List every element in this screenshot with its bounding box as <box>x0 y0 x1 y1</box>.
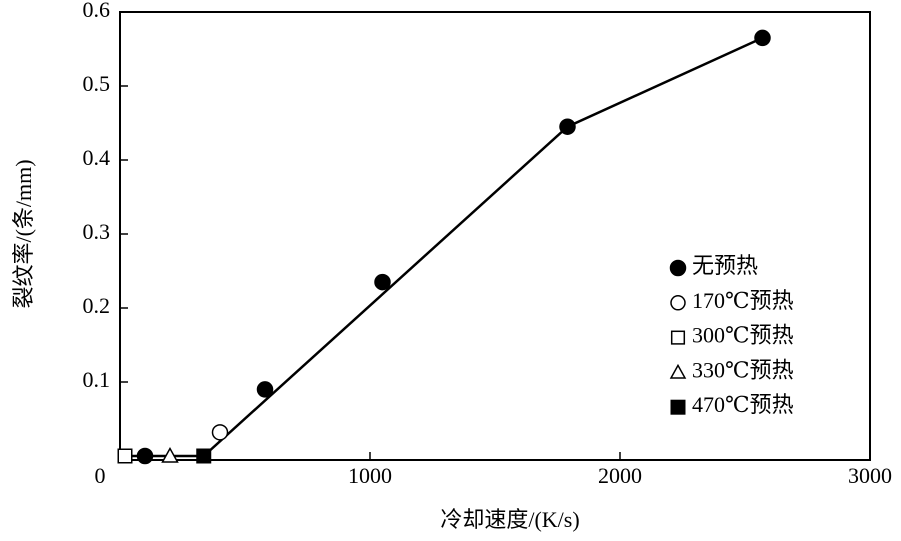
y-tick-label: 0.6 <box>83 0 111 22</box>
marker <box>559 118 576 135</box>
marker <box>196 448 212 464</box>
y-tick-label: 0.5 <box>83 71 111 96</box>
y-tick-label: 0.1 <box>83 367 111 392</box>
x-axis-label: 冷却速度/(K/s) <box>440 507 579 532</box>
x-tick-label: 0 <box>95 463 106 488</box>
y-tick-label: 0.2 <box>83 293 111 318</box>
x-tick-label: 1000 <box>348 463 392 488</box>
legend-marker <box>669 259 687 277</box>
y-axis-label: 裂纹率/(条/mm) <box>11 159 36 308</box>
legend-label: 300℃预热 <box>692 323 794 348</box>
marker <box>117 448 133 464</box>
legend-label: 330℃预热 <box>692 357 794 382</box>
legend-marker <box>670 399 686 415</box>
x-tick-label: 3000 <box>848 463 892 488</box>
marker <box>374 273 391 291</box>
legend-marker <box>670 295 686 311</box>
marker <box>136 447 154 465</box>
marker <box>754 29 771 47</box>
marker <box>211 424 229 441</box>
marker <box>256 381 274 398</box>
legend-label: 170℃预热 <box>692 288 794 313</box>
marker <box>161 446 179 463</box>
fit-line <box>125 36 764 458</box>
x-tick-label: 2000 <box>598 463 642 488</box>
legend-marker <box>670 330 686 345</box>
legend-marker <box>669 363 687 379</box>
y-tick-label: 0.3 <box>83 219 111 244</box>
legend-label: 470℃预热 <box>692 392 794 417</box>
legend-label: 无预热 <box>692 253 758 278</box>
plot-frame <box>119 11 871 461</box>
y-tick-label: 0.4 <box>83 145 111 170</box>
